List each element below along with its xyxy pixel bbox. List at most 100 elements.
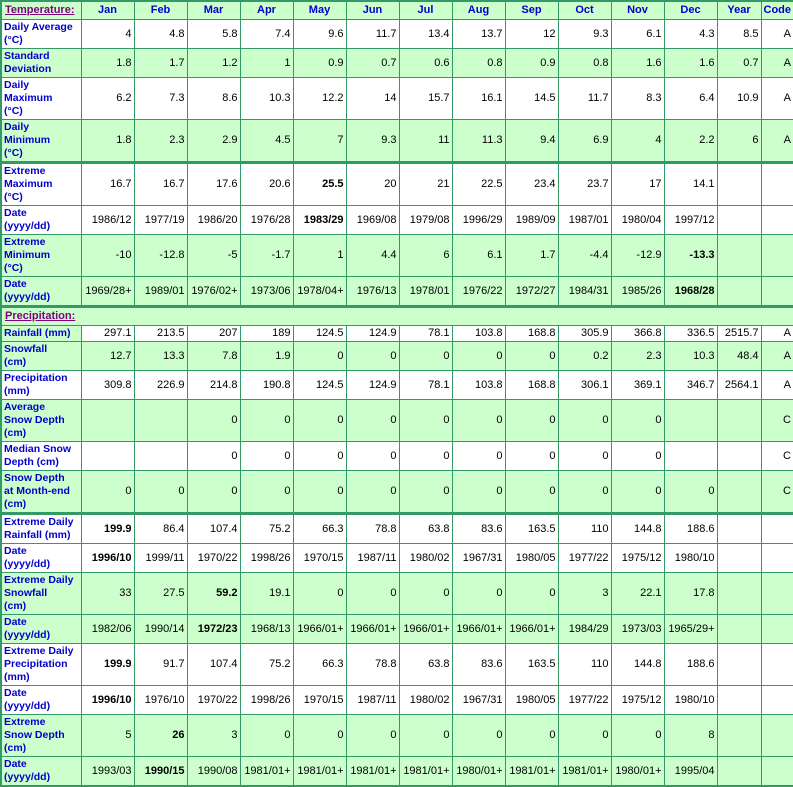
cell: 0.8 bbox=[451, 48, 506, 78]
column-header-jul: Jul bbox=[398, 0, 453, 20]
cell: 144.8 bbox=[610, 643, 665, 686]
cell: 366.8 bbox=[610, 325, 665, 342]
cell: 0 bbox=[398, 572, 453, 615]
section-header-row: Precipitation: bbox=[0, 305, 793, 326]
cell: 1980/01+ bbox=[451, 756, 506, 787]
cell: 1984/29 bbox=[557, 614, 612, 644]
cell bbox=[716, 512, 762, 544]
cell: 63.8 bbox=[398, 512, 453, 544]
cell: 124.5 bbox=[292, 325, 347, 342]
cell bbox=[760, 572, 793, 615]
cell: 0 bbox=[345, 714, 400, 757]
cell: 1987/11 bbox=[345, 685, 400, 715]
cell: 1970/22 bbox=[186, 685, 241, 715]
cell: 0 bbox=[504, 470, 559, 514]
cell: 1968/28 bbox=[663, 276, 718, 307]
cell: 0 bbox=[610, 399, 665, 442]
cell: 0 bbox=[557, 441, 612, 471]
cell: 11.7 bbox=[345, 19, 400, 49]
cell: 78.1 bbox=[398, 370, 453, 400]
cell: 110 bbox=[557, 512, 612, 544]
column-header-feb: Feb bbox=[133, 0, 188, 20]
cell: 0 bbox=[345, 441, 400, 471]
cell: 369.1 bbox=[610, 370, 665, 400]
cell: 107.4 bbox=[186, 512, 241, 544]
cell: 7.4 bbox=[239, 19, 294, 49]
cell: 11 bbox=[398, 119, 453, 163]
cell: 309.8 bbox=[80, 370, 135, 400]
cell: 1973/06 bbox=[239, 276, 294, 307]
row-label: Date (yyyy/dd) bbox=[0, 685, 82, 715]
cell: 1977/22 bbox=[557, 543, 612, 573]
cell: 0 bbox=[345, 572, 400, 615]
table-row: Extreme Daily Precipitation (mm) 199.9 91.… bbox=[0, 643, 793, 686]
table-row: Daily Maximum (°C) 6.2 7.3 8.6 10.3 12.2 14 15.… bbox=[0, 77, 793, 120]
cell bbox=[133, 399, 188, 442]
cell: 1980/10 bbox=[663, 543, 718, 573]
cell: 1978/04+ bbox=[292, 276, 347, 307]
row-label: Date (yyyy/dd) bbox=[0, 614, 82, 644]
cell: 0 bbox=[398, 470, 453, 514]
cell: A bbox=[760, 341, 793, 371]
cell: 1987/01 bbox=[557, 205, 612, 235]
cell: 0 bbox=[292, 441, 347, 471]
cell: 0 bbox=[345, 341, 400, 371]
cell: 1983/29 bbox=[292, 205, 347, 235]
cell: 11.7 bbox=[557, 77, 612, 120]
cell bbox=[133, 441, 188, 471]
cell: -4.4 bbox=[557, 234, 612, 277]
cell: 1993/03 bbox=[80, 756, 135, 787]
cell: 1996/29 bbox=[451, 205, 506, 235]
cell bbox=[760, 161, 793, 206]
cell: 9.4 bbox=[504, 119, 559, 163]
cell: 8 bbox=[663, 714, 718, 757]
cell: 214.8 bbox=[186, 370, 241, 400]
cell: 0 bbox=[504, 341, 559, 371]
cell: 188.6 bbox=[663, 512, 718, 544]
cell: 4.3 bbox=[663, 19, 718, 49]
table-row: Date (yyyy/dd) 1993/03 1990/15 1990/08 1981/… bbox=[0, 756, 793, 787]
cell: 22.1 bbox=[610, 572, 665, 615]
row-label: Extreme Daily Precipitation (mm) bbox=[0, 643, 82, 686]
cell: -12.8 bbox=[133, 234, 188, 277]
row-label: Median Snow Depth (cm) bbox=[0, 441, 82, 471]
cell: 124.9 bbox=[345, 370, 400, 400]
cell bbox=[760, 685, 793, 715]
cell: 1.2 bbox=[186, 48, 241, 78]
cell bbox=[760, 643, 793, 686]
cell: 103.8 bbox=[451, 325, 506, 342]
cell: 8.6 bbox=[186, 77, 241, 120]
cell: 1969/28+ bbox=[80, 276, 135, 307]
row-label: Snow Depth at Month-end (cm) bbox=[0, 470, 82, 514]
cell: 0 bbox=[239, 441, 294, 471]
cell: -10 bbox=[80, 234, 135, 277]
table-row: Median Snow Depth (cm) 0 0 0 0 0 0 0 0 0 C bbox=[0, 441, 793, 471]
cell: 15.7 bbox=[398, 77, 453, 120]
cell: 1980/10 bbox=[663, 685, 718, 715]
cell: 1981/01+ bbox=[292, 756, 347, 787]
cell: 20.6 bbox=[239, 161, 294, 206]
table-row: Rainfall (mm) 297.1 213.5 207 189 124.5 124.9 7… bbox=[0, 325, 793, 342]
cell: 12 bbox=[504, 19, 559, 49]
cell: 1984/31 bbox=[557, 276, 612, 307]
cell: 144.8 bbox=[610, 512, 665, 544]
cell bbox=[760, 276, 793, 307]
cell: 1980/04 bbox=[610, 205, 665, 235]
cell: 1972/27 bbox=[504, 276, 559, 307]
cell: 6.1 bbox=[610, 19, 665, 49]
cell: 1976/10 bbox=[133, 685, 188, 715]
cell: 226.9 bbox=[133, 370, 188, 400]
cell: 0 bbox=[186, 399, 241, 442]
table-row: Date (yyyy/dd) 1996/10 1976/10 1970/22 1998/… bbox=[0, 685, 793, 715]
cell: 3 bbox=[557, 572, 612, 615]
row-label: Extreme Minimum (°C) bbox=[0, 234, 82, 277]
row-label: Extreme Daily Snowfall (cm) bbox=[0, 572, 82, 615]
cell: 0 bbox=[80, 470, 135, 514]
cell: 0 bbox=[345, 470, 400, 514]
header-row: Temperature: Jan Feb Mar Apr May Jun Jul Aug Sep O… bbox=[0, 0, 793, 20]
cell: 168.8 bbox=[504, 370, 559, 400]
cell: 19.1 bbox=[239, 572, 294, 615]
cell: 4 bbox=[80, 19, 135, 49]
table-row: Standard Deviation 1.8 1.7 1.2 1 0.9 0.7 0.6 0.8… bbox=[0, 48, 793, 78]
